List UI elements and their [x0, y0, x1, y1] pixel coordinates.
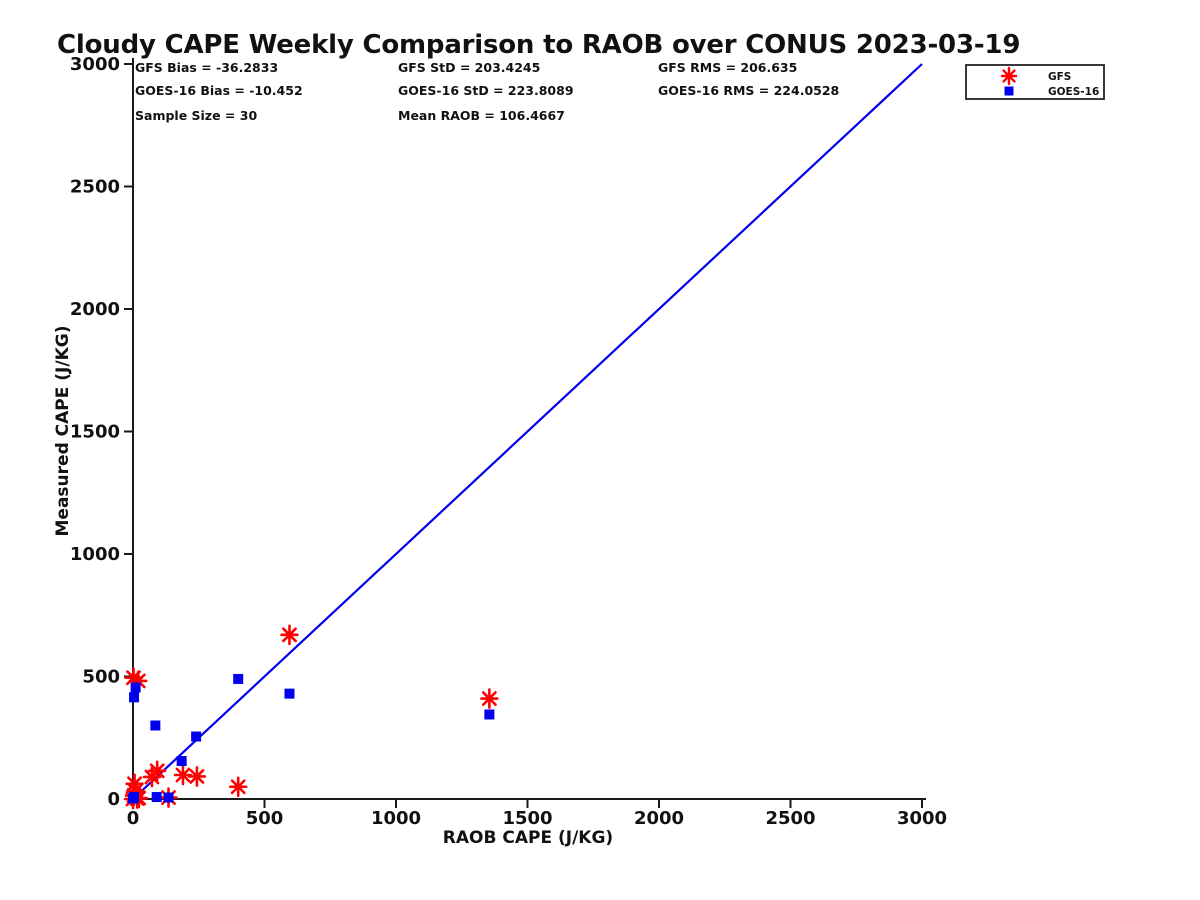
y-tick-label: 500	[82, 667, 120, 688]
gfs-marker	[173, 764, 193, 786]
gfs-marker	[280, 624, 299, 646]
x-axis-label: RAOB CAPE (J/KG)	[443, 828, 613, 848]
gfs-marker	[480, 688, 499, 709]
gfs-marker	[187, 766, 207, 787]
x-tick-label: 2000	[634, 808, 684, 829]
stat-mean-raob: Mean RAOB = 106.4667	[398, 108, 565, 123]
plot-area	[123, 63, 923, 810]
stat-goes-bias: GOES-16 Bias = -10.452	[135, 83, 303, 98]
y-tick-label: 2500	[70, 177, 120, 198]
y-tick-label: 3000	[70, 54, 120, 75]
gfs-marker	[147, 760, 167, 782]
y-tick-label: 1000	[70, 544, 120, 565]
stat-sample-size: Sample Size = 30	[135, 108, 257, 123]
goes16-marker	[129, 692, 140, 703]
stat-gfs-bias: GFS Bias = -36.2833	[135, 60, 278, 75]
y-axis-label: Measured CAPE (J/KG)	[53, 326, 73, 537]
goes16-square-icon	[1004, 86, 1014, 96]
x-tick-label: 500	[246, 808, 284, 829]
goes16-marker	[284, 688, 295, 699]
stat-goes-rms: GOES-16 RMS = 224.0528	[658, 83, 839, 98]
gfs-asterisk-icon	[1000, 66, 1018, 86]
y-tick-label: 1500	[70, 422, 120, 443]
goes16-marker	[151, 792, 162, 803]
chart-title: Cloudy CAPE Weekly Comparison to RAOB ov…	[57, 30, 1020, 60]
goes16-marker	[163, 792, 174, 803]
goes16-square-icon	[1004, 86, 1014, 96]
x-tick-label: 0	[127, 808, 140, 829]
axes-ticks: 0 500 1000 1500 2000 2500 3000 0 500 1000 1500 2000…	[70, 54, 947, 829]
goes16-marker	[233, 673, 244, 684]
x-tick-label: 1500	[502, 808, 552, 829]
x-tick-label: 2500	[765, 808, 815, 829]
gfs-marker	[228, 776, 248, 798]
goes16-marker	[150, 720, 161, 731]
y-tick-label: 2000	[70, 299, 120, 320]
stat-gfs-rms: GFS RMS = 206.635	[658, 60, 797, 75]
gfs-asterisk-icon	[1000, 66, 1018, 86]
goes16-marker	[130, 682, 141, 693]
legend-box	[965, 64, 1105, 100]
gfs-marker	[125, 773, 144, 795]
goes16-marker	[484, 709, 495, 720]
goes16-marker	[191, 731, 202, 742]
stat-goes-std: GOES-16 StD = 223.8089	[398, 83, 574, 98]
goes16-marker	[129, 792, 140, 803]
goes16-marker	[176, 756, 187, 767]
x-tick-label: 3000	[897, 808, 947, 829]
identity-line	[132, 63, 923, 800]
x-tick-label: 1000	[371, 808, 421, 829]
legend: GFS GOES-16	[965, 64, 1105, 100]
legend-goes-label: GOES-16	[1048, 86, 1099, 98]
stat-gfs-std: GFS StD = 203.4245	[398, 60, 540, 75]
legend-gfs-label: GFS	[1048, 71, 1071, 83]
y-tick-label: 0	[107, 789, 120, 810]
